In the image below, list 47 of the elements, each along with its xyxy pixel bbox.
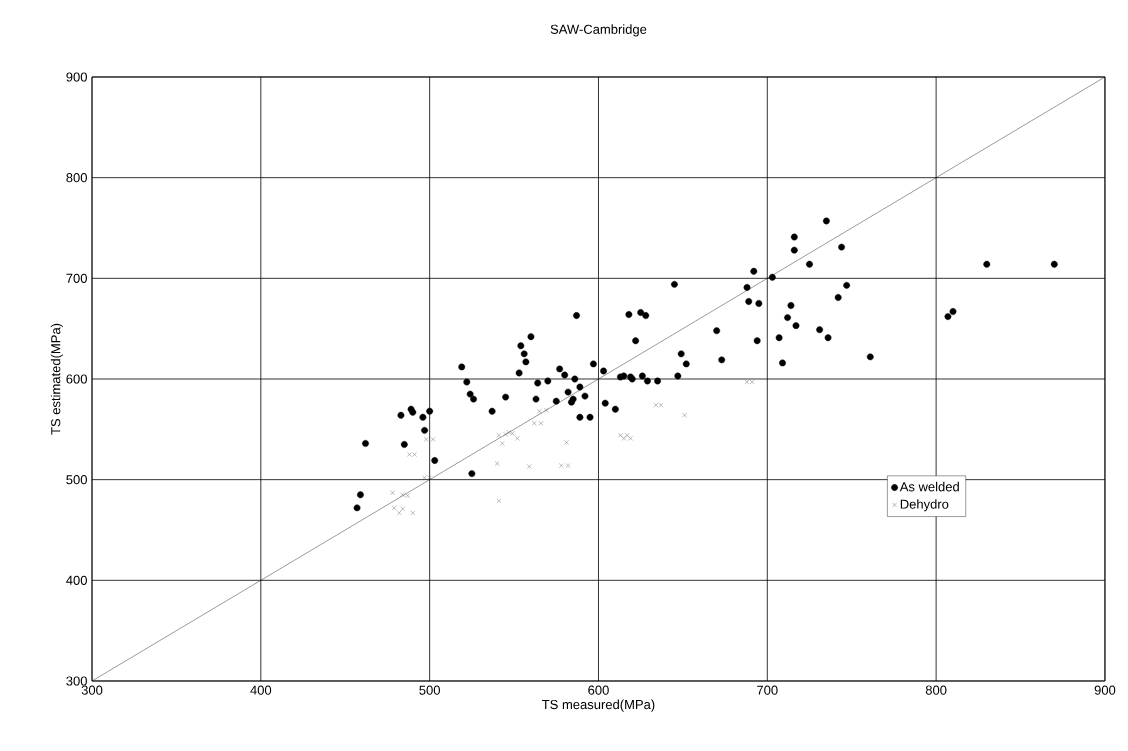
- point: [538, 420, 544, 426]
- x-tick-label: 900: [1094, 685, 1116, 695]
- x-tick-label: 500: [419, 685, 440, 695]
- point: [559, 463, 564, 468]
- point: [537, 408, 542, 414]
- y-tick-label: 600: [66, 374, 87, 384]
- point: [510, 431, 515, 436]
- x-tick-label: 400: [250, 685, 272, 695]
- point: [503, 432, 508, 437]
- point: [515, 436, 520, 441]
- point: [430, 437, 436, 442]
- point: [564, 440, 569, 445]
- x-tick-label: 600: [588, 685, 609, 695]
- point: [621, 436, 627, 441]
- point: [682, 412, 687, 418]
- point: [624, 433, 630, 438]
- point: [526, 464, 532, 469]
- x-axis-title: TS measured(MPa): [542, 699, 655, 712]
- y-axis-title: TS estimated(MPa): [50, 323, 63, 435]
- point: [396, 510, 402, 516]
- point: [496, 498, 502, 504]
- x-tick-label: 700: [757, 685, 778, 695]
- point: [499, 441, 505, 446]
- legend-label: Dehydro: [900, 499, 949, 512]
- point: [494, 461, 500, 466]
- y-tick-label: 500: [66, 475, 87, 485]
- y-tick-label: 800: [66, 173, 87, 183]
- point: [543, 407, 549, 413]
- point: [410, 510, 416, 516]
- point: [618, 433, 623, 438]
- point: [400, 506, 405, 512]
- y-tick-label: 300: [66, 676, 87, 686]
- y-tick-label: 400: [66, 575, 87, 585]
- chart-title: SAW-Cambridge: [550, 24, 647, 37]
- point: [391, 505, 397, 511]
- point: [628, 436, 633, 441]
- point: [532, 420, 537, 426]
- y-tick-label: 700: [66, 273, 87, 283]
- legend-label: As welded: [899, 481, 959, 492]
- point: [565, 463, 571, 468]
- point: [496, 433, 502, 438]
- y-tick-label: 900: [66, 72, 87, 82]
- x-tick-label: 800: [925, 685, 947, 695]
- point: [390, 490, 395, 496]
- point: [506, 430, 512, 435]
- point: [423, 437, 429, 442]
- x-tick-label: 300: [81, 685, 103, 695]
